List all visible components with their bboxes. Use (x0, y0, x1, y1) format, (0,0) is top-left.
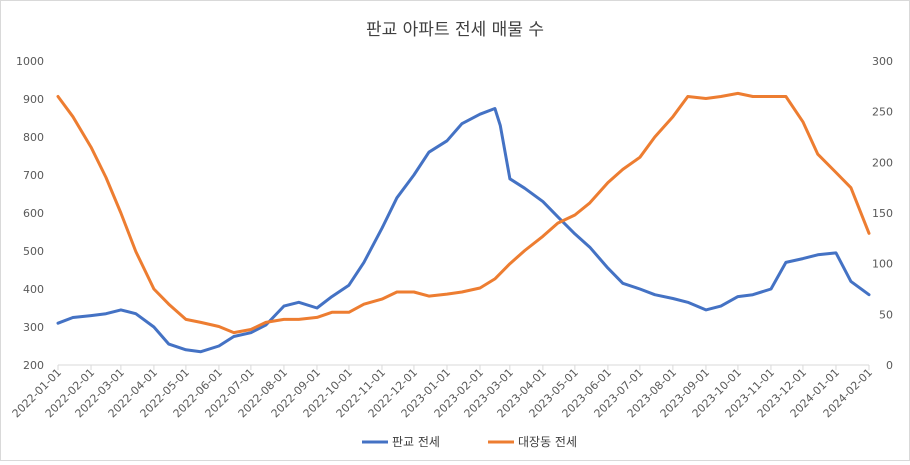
series-line-1 (56, 91, 871, 335)
right-y-tick-label: 150 (872, 207, 893, 220)
left-y-tick-label: 200 (23, 359, 44, 372)
right-y-tick-label: 50 (879, 308, 893, 321)
left-y-tick-label: 300 (23, 321, 44, 334)
legend-label-0: 판교 전세 (392, 435, 440, 449)
legend-label-1: 대장동 전세 (518, 435, 577, 449)
left-y-tick-label: 500 (23, 245, 44, 258)
right-y-tick-label: 100 (872, 258, 893, 271)
right-y-tick-label: 200 (872, 156, 893, 169)
right-y-tick-label: 0 (886, 359, 893, 372)
left-y-tick-label: 700 (23, 169, 44, 182)
chart-title: 판교 아파트 전세 매물 수 (366, 20, 544, 40)
legend: 판교 전세 대장동 전세 (362, 435, 577, 449)
left-y-tick-label: 1000 (16, 55, 44, 68)
left-y-tick-label: 400 (23, 283, 44, 296)
right-y-tick-label: 300 (872, 55, 893, 68)
left-y-axis: 200 300 400 500 600 700 800 900 1000 (16, 55, 44, 372)
right-y-axis: 0 50 100 150 200 250 300 (872, 55, 893, 372)
left-y-tick-label: 800 (23, 131, 44, 144)
series-line-0 (56, 107, 871, 354)
left-y-tick-label: 600 (23, 207, 44, 220)
series-layer (56, 91, 871, 354)
right-y-tick-label: 250 (872, 106, 893, 119)
left-y-tick-label: 900 (23, 93, 44, 106)
